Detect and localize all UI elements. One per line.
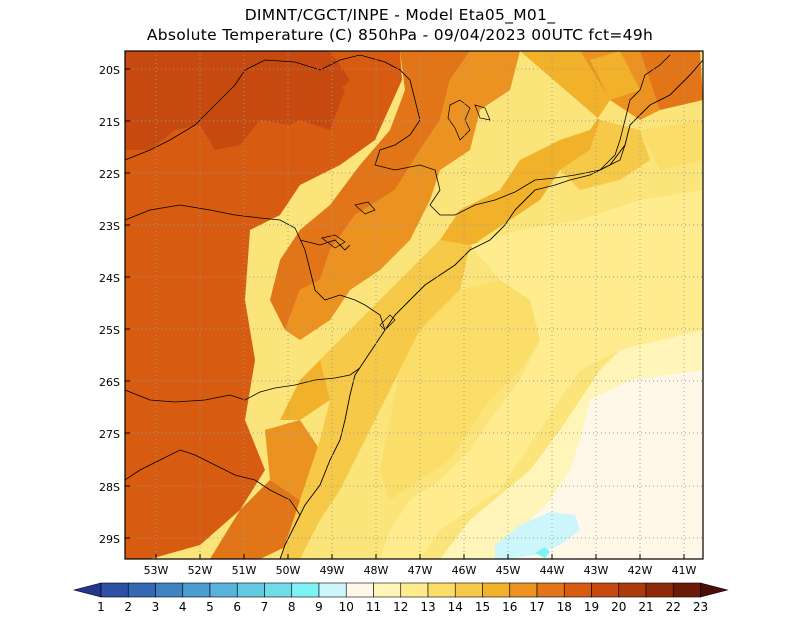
colorbar-label: 6 [233,600,241,614]
lon-label: 42W [628,564,653,577]
lon-label: 52W [188,564,213,577]
lat-label: 23S [99,220,120,233]
state-border-pr-sc [125,367,361,403]
colorbar-segment [563,582,592,598]
lon-label: 48W [364,564,389,577]
colorbar-label: 14 [448,600,463,614]
temp-region-20 [125,51,350,150]
lat-label: 26S [99,376,120,389]
colorbar-segment [427,582,456,598]
temp-region-14 [380,120,703,500]
colorbar-segment [318,582,347,598]
colorbar-label: 3 [152,600,160,614]
lagoon [379,314,396,331]
state-border-sc-rs [194,454,301,526]
colorbar-label: 7 [261,600,269,614]
lon-label: 53W [144,564,169,577]
colorbar-label: 20 [611,600,626,614]
lat-lon-grid [125,51,703,559]
lat-label: 28S [99,481,120,494]
colorbar-label: 15 [475,600,490,614]
lon-label: 44W [540,564,565,577]
map-frame [124,50,704,560]
lat-label: 27S [99,428,120,441]
lon-label: 47W [408,564,433,577]
colorbar-segment [264,582,293,598]
colorbar-label: 23 [693,600,708,614]
reservoir-sp [321,201,376,249]
colorbar-arrow-right [700,582,729,598]
colorbar-label: 12 [393,600,408,614]
map-title-line2: Absolute Temperature (C) 850hPa - 09/04/… [146,26,654,44]
colorbar-segment [482,582,511,598]
temp-region-10 [495,512,580,559]
colorbar-label: 21 [638,600,653,614]
colorbar-label: 1 [97,600,105,614]
temp-region-13 [380,190,703,559]
colorbar-label: 8 [288,600,296,614]
lat-label: 24S [99,272,120,285]
state-border-north [125,54,411,161]
colorbar-segment [182,582,211,598]
colorbar-segment [618,582,647,598]
colorbar-label: 13 [420,600,435,614]
colorbar-segment [645,582,674,598]
colorbar-segment [373,582,402,598]
colorbar-label: 2 [124,600,132,614]
colorbar-segment [672,582,701,598]
lat-label: 20S [99,64,120,77]
lon-label: 50W [276,564,301,577]
colorbar-segment [155,582,184,598]
colorbar-label: 19 [584,600,599,614]
colorbar-label: 9 [315,600,323,614]
colorbar-segment [209,582,238,598]
colorbar-segment [509,582,538,598]
temp-region-9 [535,547,550,558]
colorbar-label: 4 [179,600,187,614]
lon-label: 46W [452,564,477,577]
reservoir-furnas [447,99,491,141]
coastline [279,59,703,559]
state-border-sp-mg [374,79,626,216]
colorbar-label: 10 [339,600,354,614]
colorbar-label: 16 [502,600,517,614]
lon-label: 45W [496,564,521,577]
lon-label: 43W [584,564,609,577]
temp-region-11 [500,370,703,559]
map-title-line1: DIMNT/CGCT/INPE - Model Eta05_M01_ [244,6,556,24]
lat-label: 21S [99,116,120,129]
lon-label: 51W [232,564,257,577]
lat-label: 29S [99,533,120,546]
colorbar-arrow-left [72,582,102,598]
state-border-es [599,54,671,171]
colorbar-segment [400,582,429,598]
colorbar-segment [536,582,565,598]
colorbar-segment [127,582,156,598]
colorbar-label: 17 [529,600,544,614]
lon-label: 49W [320,564,345,577]
colorbar-label: 22 [666,600,681,614]
lat-label: 25S [99,324,120,337]
lon-label: 41W [672,564,697,577]
lat-label: 22S [99,168,120,181]
country-border-west [125,449,196,481]
colorbar-label: 11 [366,600,381,614]
colorbar-segment [345,582,374,598]
state-border-sp-pr [299,239,351,251]
colorbar-segment [591,582,620,598]
colorbar-segment [100,582,129,598]
colorbar-segment [454,582,483,598]
colorbar-segment [291,582,320,598]
colorbar-label: 5 [206,600,214,614]
temp-region-19 [125,51,402,559]
colorbar-label: 18 [557,600,572,614]
state-border-ms-sp [125,204,386,331]
colorbar-segment [236,582,265,598]
